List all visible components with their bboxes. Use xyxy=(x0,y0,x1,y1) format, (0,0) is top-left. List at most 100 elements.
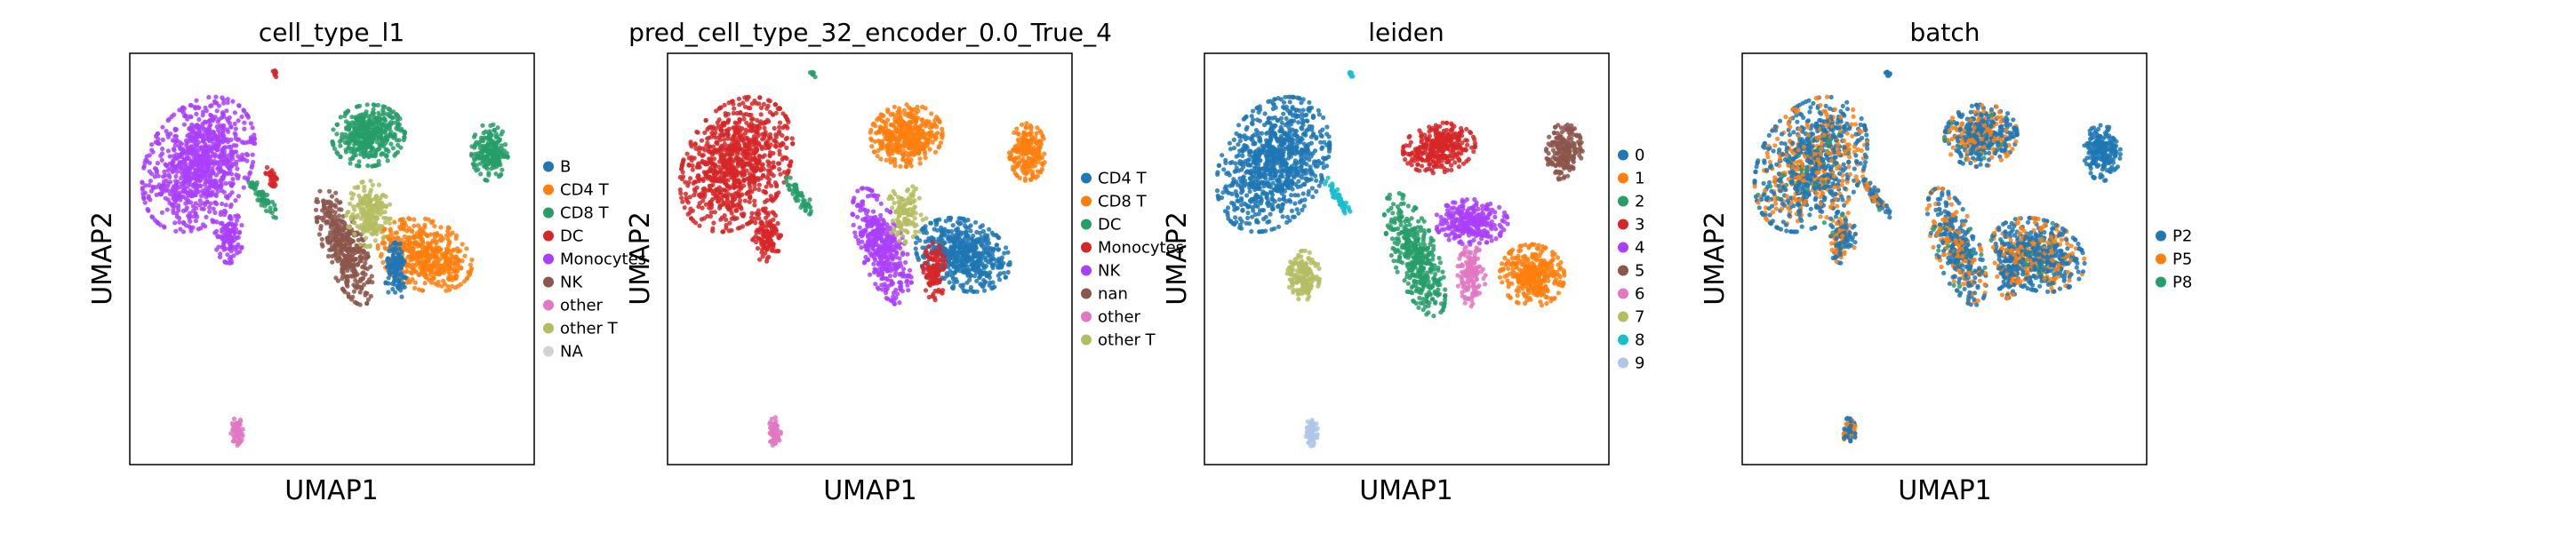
scatter-point xyxy=(755,227,760,233)
scatter-point xyxy=(224,232,229,237)
scatter-point xyxy=(165,148,171,154)
scatter-point xyxy=(768,242,773,247)
scatter-point xyxy=(229,221,235,227)
scatter-point xyxy=(343,149,349,155)
scatter-point xyxy=(429,248,436,253)
scatter-point xyxy=(716,189,723,195)
scatter-point xyxy=(367,220,372,226)
scatter-point xyxy=(177,219,182,225)
scatter-point xyxy=(801,203,807,209)
scatter-point xyxy=(217,131,222,136)
scatter-point xyxy=(887,273,893,279)
scatter-point xyxy=(196,126,201,131)
scatter-point xyxy=(747,139,752,145)
scatter-point xyxy=(1024,121,1029,126)
scatter-point xyxy=(752,186,757,191)
scatter-point xyxy=(752,198,757,203)
scatter-point xyxy=(752,137,757,142)
scatter-point xyxy=(210,191,215,196)
scatter-point xyxy=(719,195,724,200)
scatter-point xyxy=(162,225,167,230)
scatter-point xyxy=(1011,156,1016,162)
scatter-point xyxy=(716,198,721,204)
scatter-point xyxy=(373,194,379,199)
scatter-point xyxy=(174,186,180,191)
scatter-point xyxy=(208,201,213,206)
scatter-point xyxy=(898,280,903,285)
scatter-point xyxy=(206,144,212,149)
scatter-point xyxy=(894,149,900,155)
scatter-point xyxy=(387,202,393,207)
scatter-point xyxy=(851,198,856,203)
scatter-point xyxy=(188,226,194,231)
scatter-point xyxy=(363,235,369,241)
scatter-point xyxy=(185,190,190,195)
scatter-point xyxy=(212,184,218,189)
scatter-point xyxy=(783,114,788,120)
scatter-point xyxy=(492,141,498,147)
scatter-point xyxy=(317,188,323,194)
scatter-point xyxy=(396,254,401,259)
scatter-point xyxy=(181,122,187,127)
scatter-point xyxy=(353,256,358,262)
scatter-point xyxy=(174,138,180,143)
scatter-point xyxy=(340,273,346,278)
scatter-point xyxy=(1028,177,1033,182)
scatter-point xyxy=(422,281,428,286)
scatter-point xyxy=(210,166,215,171)
scatter-point xyxy=(367,243,372,249)
scatter-point xyxy=(857,225,862,230)
scatter-point xyxy=(146,194,151,199)
scatter-point xyxy=(742,141,748,147)
scatter-point xyxy=(378,253,383,259)
scatter-point xyxy=(860,239,865,244)
scatter-point xyxy=(757,95,763,100)
scatter-point xyxy=(437,237,443,243)
scatter-point xyxy=(196,147,201,154)
scatter-point xyxy=(724,189,729,195)
scatter-point xyxy=(773,144,779,149)
scatter-point xyxy=(216,165,221,171)
scatter-point xyxy=(235,166,240,171)
scatter-point xyxy=(772,164,777,170)
scatter-point xyxy=(380,259,386,265)
scatter-point xyxy=(884,128,890,133)
scatter-point xyxy=(734,155,740,161)
legend-label: B xyxy=(560,158,571,177)
scatter-point xyxy=(852,230,858,235)
scatter-point xyxy=(326,188,332,194)
scatter-point xyxy=(233,429,238,434)
scatter-point xyxy=(351,204,356,210)
scatter-point xyxy=(235,137,240,142)
scatter-point xyxy=(370,121,375,126)
scatter-point xyxy=(342,257,348,263)
scatter-point xyxy=(1024,148,1029,154)
scatter-point xyxy=(152,174,157,179)
scatter-point xyxy=(445,228,451,234)
scatter-point xyxy=(794,188,799,194)
scatter-point xyxy=(1014,173,1020,179)
scatter-point xyxy=(702,147,708,153)
scatter-point xyxy=(140,179,145,185)
scatter-point xyxy=(236,194,241,199)
scatter-point xyxy=(221,239,228,244)
scatter-point xyxy=(141,195,147,201)
scatter-point xyxy=(765,159,771,164)
scatter-point xyxy=(715,120,720,125)
scatter-point xyxy=(252,186,258,191)
scatter-point xyxy=(154,169,160,174)
scatter-point xyxy=(727,220,732,226)
scatter-point xyxy=(871,149,877,155)
scatter-point xyxy=(700,178,706,183)
scatter-point xyxy=(502,142,508,147)
scatter-point xyxy=(394,112,399,117)
scatter-point xyxy=(364,124,370,130)
scatter-point xyxy=(355,185,360,190)
scatter-point xyxy=(685,183,691,188)
scatter-point xyxy=(771,173,776,179)
scatter-point xyxy=(251,160,256,165)
scatter-point xyxy=(767,154,772,159)
scatter-point xyxy=(383,134,388,139)
scatter-point xyxy=(745,152,751,157)
scatter-point xyxy=(454,246,460,251)
